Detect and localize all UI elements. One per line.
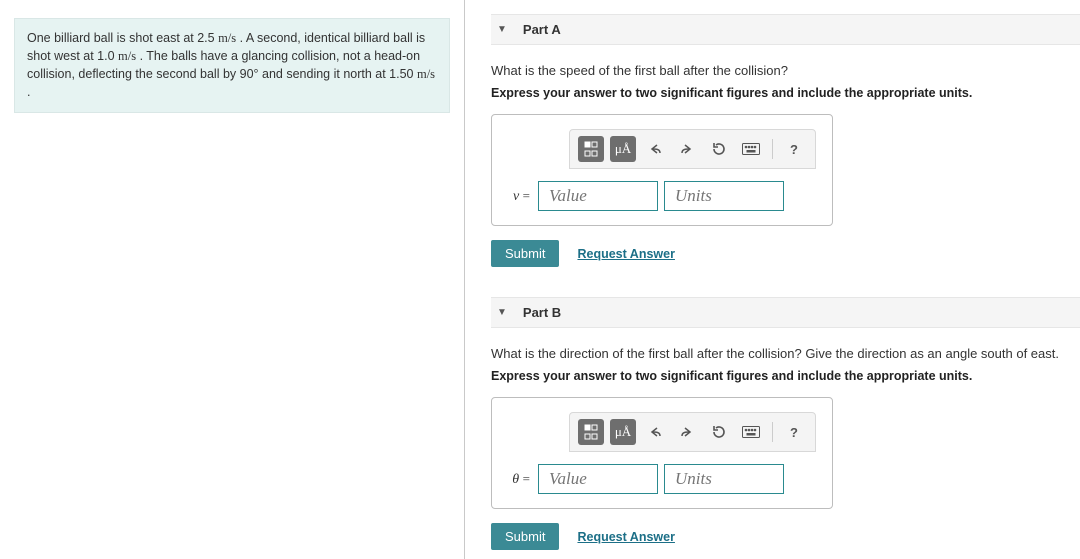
- part-b: ▼ Part B What is the direction of the fi…: [491, 297, 1080, 550]
- part-b-prompt: What is the direction of the first ball …: [491, 346, 1080, 361]
- keyboard-icon[interactable]: [738, 136, 764, 162]
- toolbar-separator: [772, 139, 773, 159]
- part-a-instruction: Express your answer to two significant f…: [491, 86, 1080, 100]
- undo-icon[interactable]: [642, 419, 668, 445]
- input-row-b: θ =: [492, 452, 832, 508]
- answer-pane: ▼ Part A What is the speed of the first …: [465, 0, 1080, 559]
- redo-icon[interactable]: [674, 419, 700, 445]
- caret-down-icon: ▼: [497, 24, 507, 35]
- submit-button-b[interactable]: Submit: [491, 523, 559, 550]
- keyboard-icon[interactable]: [738, 419, 764, 445]
- reset-icon[interactable]: [706, 419, 732, 445]
- undo-icon[interactable]: [642, 136, 668, 162]
- units-mu-a-icon[interactable]: μÅ: [610, 136, 636, 162]
- problem-statement: One billiard ball is shot east at 2.5 m/…: [14, 18, 450, 113]
- actions-a: Submit Request Answer: [491, 240, 1080, 267]
- part-a-header[interactable]: ▼ Part A: [491, 14, 1080, 45]
- part-a: ▼ Part A What is the speed of the first …: [491, 14, 1080, 267]
- toolbar-separator: [772, 422, 773, 442]
- actions-b: Submit Request Answer: [491, 523, 1080, 550]
- variable-label-b: θ =: [502, 471, 532, 488]
- help-icon[interactable]: ?: [781, 419, 807, 445]
- part-a-title: Part A: [523, 22, 561, 37]
- fraction-template-icon[interactable]: [578, 419, 604, 445]
- toolbar-a: μÅ ?: [569, 129, 816, 169]
- units-mu-a-icon[interactable]: μÅ: [610, 419, 636, 445]
- help-icon[interactable]: ?: [781, 136, 807, 162]
- units-input-a[interactable]: [664, 181, 784, 211]
- part-a-body: What is the speed of the first ball afte…: [491, 45, 1080, 267]
- problem-pane: One billiard ball is shot east at 2.5 m/…: [0, 0, 465, 559]
- caret-down-icon: ▼: [497, 307, 507, 318]
- input-row-a: v =: [492, 169, 832, 225]
- part-b-header[interactable]: ▼ Part B: [491, 297, 1080, 328]
- submit-button-a[interactable]: Submit: [491, 240, 559, 267]
- request-answer-link-b[interactable]: Request Answer: [577, 530, 674, 544]
- part-b-body: What is the direction of the first ball …: [491, 328, 1080, 550]
- part-a-prompt: What is the speed of the first ball afte…: [491, 63, 1080, 78]
- request-answer-link-a[interactable]: Request Answer: [577, 247, 674, 261]
- variable-label-a: v =: [502, 188, 532, 205]
- reset-icon[interactable]: [706, 136, 732, 162]
- value-input-a[interactable]: [538, 181, 658, 211]
- units-input-b[interactable]: [664, 464, 784, 494]
- redo-icon[interactable]: [674, 136, 700, 162]
- toolbar-b: μÅ ?: [569, 412, 816, 452]
- part-b-title: Part B: [523, 305, 561, 320]
- answer-box-b: μÅ ?: [491, 397, 833, 509]
- value-input-b[interactable]: [538, 464, 658, 494]
- part-b-instruction: Express your answer to two significant f…: [491, 369, 1080, 383]
- answer-box-a: μÅ ?: [491, 114, 833, 226]
- fraction-template-icon[interactable]: [578, 136, 604, 162]
